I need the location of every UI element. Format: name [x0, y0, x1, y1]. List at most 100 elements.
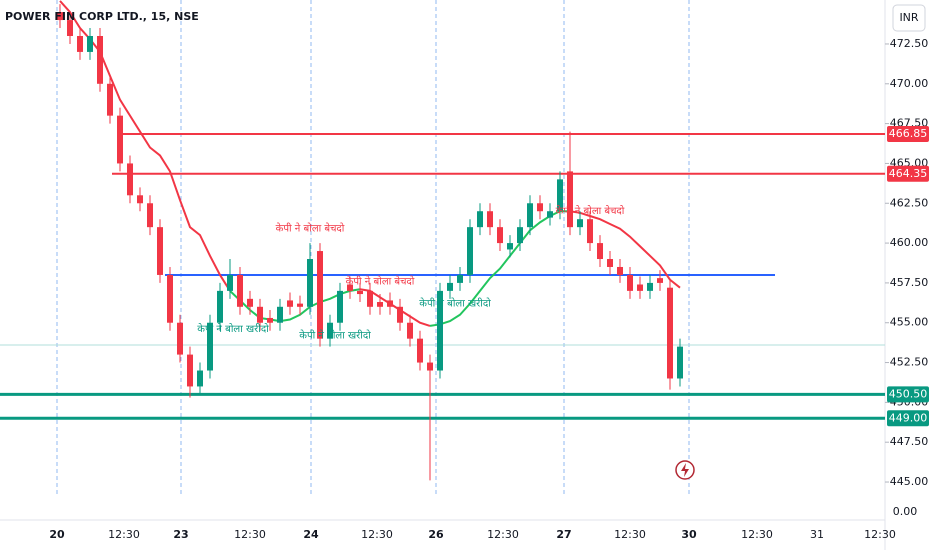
y-tick-label: 472.50	[890, 37, 929, 50]
x-tick-label: 30	[681, 528, 697, 541]
y-tick-label: 455.00	[890, 316, 929, 329]
candle-body	[447, 282, 453, 291]
candle-body	[667, 287, 673, 379]
candle-body	[347, 284, 353, 291]
candle-body	[107, 83, 113, 116]
candle-body	[177, 322, 183, 355]
candle-body	[237, 274, 243, 307]
alert-icon[interactable]	[675, 460, 695, 480]
candle-body	[677, 346, 683, 379]
price-level-tag	[887, 125, 929, 142]
candle-body	[397, 306, 403, 323]
x-tick-label: 12:30	[361, 528, 393, 541]
x-tick-label: 24	[303, 528, 319, 541]
candle-body	[407, 322, 413, 339]
candle-body	[627, 274, 633, 291]
candle-body	[137, 195, 143, 204]
x-tick-label: 12:30	[487, 528, 519, 541]
candle-body	[77, 36, 83, 52]
candle-body	[267, 317, 273, 323]
candle-body	[287, 300, 293, 307]
plot-area: केपी ने बोला बेचदो केपी ने बोला बेचदो केपी…	[0, 0, 885, 497]
y-tick-label: 452.50	[890, 356, 929, 369]
candle-body	[207, 322, 213, 371]
signal-annotation: केपी ने बोला बेचदो	[276, 223, 345, 235]
candle-body	[167, 274, 173, 323]
candle-body	[367, 290, 373, 307]
candle-body	[517, 227, 523, 244]
candle-body	[527, 203, 533, 228]
currency: INR	[899, 11, 918, 24]
candle-body	[437, 290, 443, 371]
signal-annotation: केपी ने बोला बेचदो	[346, 275, 415, 287]
y-tick-label: 457.50	[890, 276, 929, 289]
candle-body	[537, 203, 543, 212]
candle-body	[467, 227, 473, 275]
candle-body	[567, 171, 573, 228]
y-tick-label: 447.50	[890, 435, 929, 448]
x-tick-label: 20	[49, 528, 65, 541]
candle-body	[417, 338, 423, 363]
x-tick-label: 12:30	[741, 528, 773, 541]
x-tick-label: 12:30	[234, 528, 266, 541]
signal-annotation: केपी ने बोला खरीदो	[419, 298, 491, 310]
candle-body	[637, 284, 643, 291]
x-tick-label: 23	[173, 528, 188, 541]
candle-body	[427, 362, 433, 371]
candle-body	[647, 282, 653, 291]
candle-body	[257, 306, 263, 323]
candle-body	[487, 211, 493, 228]
candle-body	[377, 302, 383, 307]
candle-body	[507, 243, 513, 250]
candle-body	[337, 290, 343, 323]
x-tick-label: 12:30	[614, 528, 646, 541]
signal-annotation: केपी ने बोला खरीदो	[299, 329, 371, 341]
candle-body	[157, 227, 163, 275]
candle-body	[57, 12, 63, 21]
candle-body	[217, 290, 223, 323]
currency-box[interactable]	[892, 4, 926, 32]
candle-body	[587, 219, 593, 244]
candle-body	[597, 243, 603, 260]
price-level-label: 450.50	[889, 387, 928, 400]
chart-title: POWER FIN CORP LTD., 15, NSE	[5, 10, 199, 23]
candle-body	[227, 274, 233, 291]
candle-body	[657, 278, 663, 283]
candle-body	[67, 20, 73, 37]
price-level-label: 466.85	[889, 127, 928, 140]
signal-annotation: केपी ने बोला बेचदो	[556, 205, 625, 217]
candle-body	[147, 203, 153, 228]
volume-scale-label: 0.00	[893, 505, 918, 518]
candle-body	[297, 303, 303, 307]
candle-body	[607, 259, 613, 267]
price-level-label: 449.00	[889, 411, 928, 424]
candle-body	[557, 179, 563, 212]
x-tick-label: 12:30	[108, 528, 140, 541]
candle-body	[97, 36, 103, 84]
candle-body	[477, 211, 483, 228]
candle-body	[127, 163, 133, 196]
candle-body	[247, 298, 253, 307]
y-tick-label: 445.00	[890, 475, 929, 488]
signal-annotation: केपी ने बोला खरीदो	[197, 323, 269, 335]
candle-body	[317, 251, 323, 339]
candle-body	[617, 266, 623, 275]
x-tick-label: 26	[428, 528, 444, 541]
price-level-label: 464.35	[889, 167, 928, 180]
candle-body	[307, 259, 313, 307]
candle-body	[387, 300, 393, 307]
x-tick-label: 27	[556, 528, 571, 541]
candle-body	[197, 370, 203, 387]
y-tick-label: 462.50	[890, 196, 929, 209]
candle-body	[577, 219, 583, 228]
candle-body	[187, 354, 193, 387]
candle-body	[357, 290, 363, 295]
y-tick-label: 460.00	[890, 236, 929, 249]
candle-body	[327, 322, 333, 339]
price-level-tag	[887, 165, 929, 182]
candle-body	[547, 211, 553, 218]
price-level-tag	[887, 410, 929, 427]
candle-body	[87, 36, 93, 52]
